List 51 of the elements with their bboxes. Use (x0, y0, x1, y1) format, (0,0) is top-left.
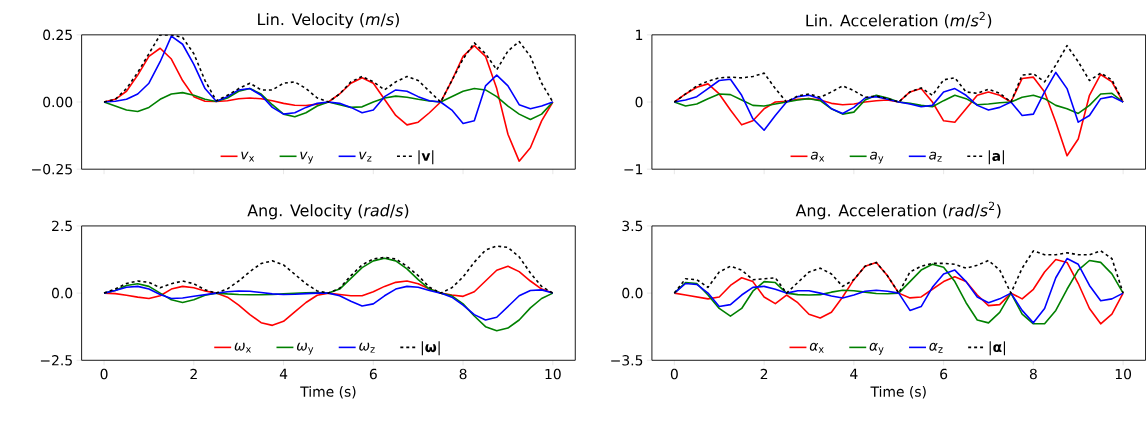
x-tick-label: 0 (670, 368, 678, 380)
x-tick-label: 10 (545, 368, 561, 380)
x-tick-label: 6 (369, 368, 377, 380)
x-tick-label: 6 (940, 368, 948, 380)
chart-title: Ang. Velocity (rad/s) (247, 204, 409, 220)
y-tick-label: 0.00 (43, 96, 73, 108)
x-tick-label: 4 (850, 368, 858, 379)
y-tick-label: −0.25 (32, 163, 72, 175)
x-tick-label: 2 (760, 368, 768, 380)
legend-label: |ω| (421, 341, 440, 356)
chart-title: Lin. Velocity (m/s) (258, 13, 399, 29)
x-tick-label: 2 (190, 368, 197, 380)
legend-label: ω$_{y}$ (296, 342, 314, 355)
x-axis-title: Time (s) (870, 386, 926, 399)
x-tick-label: 8 (1029, 368, 1037, 380)
line-series (673, 71, 1124, 132)
y-tick-label: 0.0 (622, 287, 643, 299)
legend-label: |a| (988, 150, 1004, 165)
legend-label: ω$_{z}$ (359, 342, 375, 353)
x-tick-label: 0 (100, 368, 108, 380)
x-tick-label: 8 (459, 368, 467, 380)
y-tick-label: 0 (635, 96, 643, 108)
x-tick-label: 10 (1115, 368, 1132, 380)
legend-label: v$_{y}$ (300, 151, 314, 164)
y-tick-label: 2.5 (52, 220, 72, 232)
line-series (103, 245, 554, 294)
legend-label: a$_{x}$ (810, 151, 825, 162)
y-tick-label: −2.5 (40, 355, 72, 366)
legend-label: |α| (989, 341, 1006, 356)
legend-label: α$_{x}$ (809, 342, 824, 353)
y-tick-label: 0.25 (43, 29, 72, 41)
y-tick-label: 1 (636, 29, 643, 40)
legend-label: |v| (418, 150, 434, 165)
y-tick-label: 0.0 (51, 287, 73, 299)
line-series (673, 92, 1124, 115)
line-series (673, 44, 1124, 103)
legend-label: α$_{z}$ (929, 342, 943, 353)
legend-label: v$_{x}$ (241, 151, 255, 162)
chart-title: Ang. Acceleration (rad/s$^{2}$) (795, 201, 1001, 220)
legend-label: v$_{z}$ (359, 151, 372, 162)
line-series (103, 35, 554, 125)
y-tick-label: −3.5 (611, 355, 643, 366)
legend-label: a$_{z}$ (929, 151, 942, 162)
legend-label: ω$_{x}$ (234, 342, 251, 353)
legend-label: a$_{y}$ (869, 151, 884, 164)
legend-label: α$_{y}$ (869, 342, 884, 355)
chart-title: Lin. Acceleration (m/s$^{2}$) (806, 11, 992, 29)
y-tick-label: −1 (624, 164, 643, 175)
x-tick-label: 4 (279, 368, 288, 379)
y-tick-label: 3.5 (622, 220, 643, 232)
x-axis-title: Time (s) (300, 386, 356, 399)
